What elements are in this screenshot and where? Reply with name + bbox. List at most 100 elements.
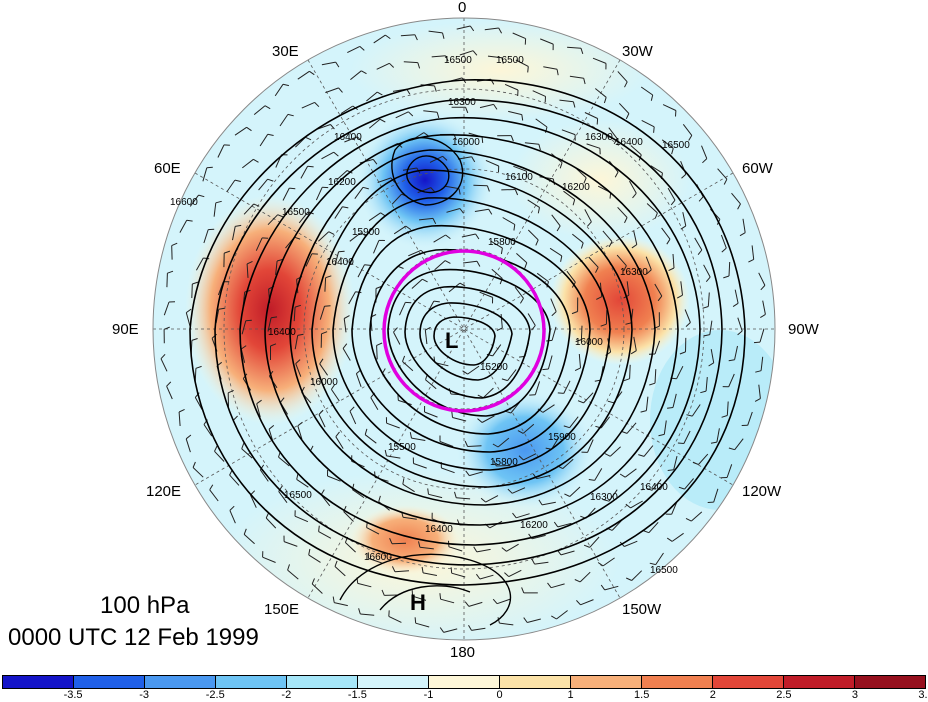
wind-barb-flag — [338, 87, 343, 93]
wind-barb — [370, 397, 379, 410]
wind-barb — [352, 489, 365, 499]
wind-barb — [256, 403, 261, 418]
wind-barb-flag — [414, 617, 417, 624]
wind-barb-flag — [710, 441, 717, 444]
wind-barb-flag — [364, 428, 368, 435]
wind-barb — [580, 325, 583, 340]
wind-barb-flag — [650, 94, 654, 101]
wind-barb — [408, 249, 422, 257]
wind-barb-flag — [547, 582, 552, 589]
wind-barb-flag — [402, 478, 405, 485]
wind-barb-flag — [475, 233, 480, 240]
wind-barb-flag — [232, 415, 238, 421]
wind-barb-flag — [755, 370, 762, 373]
wind-barb — [335, 436, 344, 449]
wind-barb — [633, 336, 637, 351]
wind-barb — [559, 99, 574, 103]
lon-label-90e: 90E — [112, 321, 139, 338]
wind-barb-flag — [557, 392, 564, 394]
wind-barb — [330, 389, 340, 402]
wind-barb — [578, 353, 581, 368]
wind-barb — [640, 86, 653, 96]
wind-barb — [258, 178, 268, 191]
wind-barb — [707, 292, 710, 307]
wind-barb-flag — [630, 350, 637, 355]
wind-barb-flag — [685, 517, 692, 522]
wind-barb-flag — [517, 430, 524, 434]
wind-barb-flag — [332, 596, 335, 603]
wind-barb-flag — [574, 579, 581, 583]
wind-barb-flag — [492, 443, 499, 448]
wind-barb-flag — [171, 242, 178, 247]
wind-barb — [246, 263, 249, 278]
wind-barb — [469, 471, 483, 477]
wind-barb — [366, 527, 380, 535]
wind-barb — [377, 177, 392, 183]
wind-barb-flag — [721, 247, 727, 253]
contour-label: 15800 — [488, 237, 516, 248]
wind-barb-flag — [493, 460, 497, 467]
wind-barb — [543, 66, 558, 70]
wind-barb — [626, 281, 630, 296]
wind-barb-flag — [384, 449, 387, 457]
wind-barb — [751, 245, 755, 260]
contour-label: 16500 — [282, 207, 310, 218]
wind-barb-flag — [564, 493, 571, 497]
contour-label: 15900 — [352, 227, 380, 238]
wind-barb — [618, 102, 630, 114]
wind-barb-flag — [631, 244, 638, 249]
wind-barb-flag — [753, 341, 761, 344]
wind-barb — [588, 256, 599, 268]
wind-barb — [716, 428, 720, 443]
wind-barb — [433, 234, 446, 243]
wind-barb — [587, 439, 594, 453]
wind-barb-flag — [442, 155, 448, 161]
wind-barb — [262, 556, 276, 563]
wind-barb — [334, 602, 348, 607]
wind-barb — [667, 187, 676, 201]
lon-label-150e: 150E — [264, 601, 299, 618]
contour-label: 16300 — [585, 132, 613, 143]
wind-barb — [298, 211, 309, 224]
wind-barb-flag — [623, 378, 630, 382]
wind-barb — [373, 240, 380, 254]
wind-barb-flag — [625, 577, 632, 581]
wind-barb-flag — [649, 562, 656, 566]
map-boundary — [152, 17, 776, 641]
wind-barb — [319, 363, 329, 376]
wind-barb-flag — [671, 148, 674, 155]
wind-barb — [440, 598, 455, 604]
wind-barb-flag — [512, 512, 517, 519]
wind-barb-flag — [574, 367, 581, 372]
contour-label: 16500 — [496, 55, 524, 66]
wind-barb-flag — [436, 112, 440, 119]
wind-barb — [534, 561, 549, 565]
wind-barb — [645, 396, 649, 411]
colorbar-tick-label: 1.5 — [634, 689, 650, 701]
wind-barb-flag — [314, 102, 320, 108]
wind-barb-flag — [307, 165, 314, 168]
wind-barb — [192, 467, 204, 478]
wind-barb-flag — [243, 528, 247, 535]
wind-barb — [726, 401, 729, 416]
colorbar-cell — [784, 676, 855, 688]
wind-barb — [600, 416, 610, 429]
wind-barb — [226, 179, 236, 192]
contour-label: 16500 — [662, 140, 690, 151]
wind-barb-flag — [732, 302, 739, 308]
wind-barb — [342, 348, 351, 361]
wind-barb — [434, 260, 446, 271]
wind-barb-flag — [245, 319, 252, 322]
wind-barb — [663, 420, 667, 435]
wind-barb-flag — [588, 479, 595, 481]
wind-barb-flag — [167, 270, 174, 274]
wind-barb — [278, 491, 288, 503]
wind-barb — [508, 110, 522, 116]
wind-barb — [386, 455, 401, 459]
longitude-labels: 0 30W 60W 90W 120W 150W 180 150E 120E 90… — [112, 0, 820, 661]
wind-barb-flag — [556, 225, 561, 232]
wind-barb — [463, 260, 478, 264]
wind-barb — [504, 83, 519, 91]
wind-barb — [683, 430, 691, 444]
wind-barb — [648, 521, 659, 534]
